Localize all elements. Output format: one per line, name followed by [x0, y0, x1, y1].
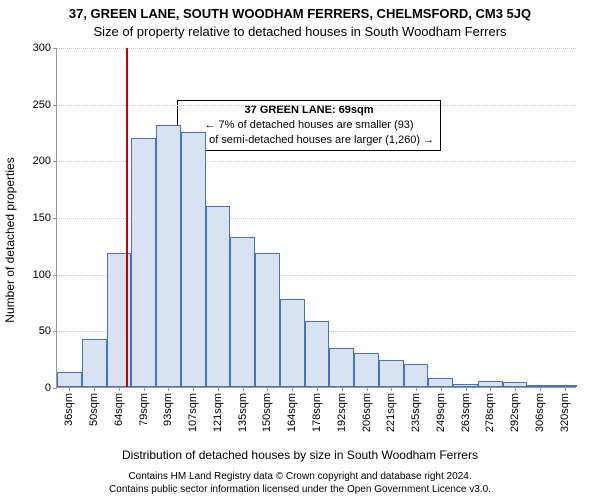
histogram-bar: [181, 132, 206, 387]
annotation-line-3: 93% of semi-detached houses are larger (…: [184, 133, 434, 148]
y-tick-mark: [53, 105, 57, 106]
x-tick-label: 249sqm: [435, 393, 447, 432]
histogram-bar: [379, 360, 404, 387]
plot-area: 37 GREEN LANE: 69sqm ← 7% of detached ho…: [56, 48, 576, 388]
x-tick-label: 107sqm: [187, 393, 199, 432]
histogram-bar: [131, 138, 156, 387]
x-tick-mark: [565, 387, 566, 391]
y-tick-mark: [53, 331, 57, 332]
histogram-bar: [305, 321, 330, 387]
y-tick-label: 250: [33, 99, 51, 111]
footer-line-1: Contains HM Land Registry data © Crown c…: [0, 471, 600, 484]
histogram-bar: [329, 348, 354, 387]
x-axis-label: Distribution of detached houses by size …: [0, 448, 600, 462]
y-tick-label: 150: [33, 212, 51, 224]
y-tick-label: 200: [33, 155, 51, 167]
histogram-bar: [156, 125, 181, 387]
x-tick-label: 164sqm: [286, 393, 298, 432]
y-tick-label: 100: [33, 269, 51, 281]
x-tick-label: 306sqm: [534, 393, 546, 432]
histogram-bar: [230, 237, 255, 387]
y-tick-label: 0: [45, 382, 51, 394]
x-tick-label: 320sqm: [559, 393, 571, 432]
x-tick-label: 292sqm: [509, 393, 521, 432]
x-tick-label: 150sqm: [261, 393, 273, 432]
histogram-bar: [82, 339, 107, 387]
y-tick-mark: [53, 275, 57, 276]
footer-attribution: Contains HM Land Registry data © Crown c…: [0, 471, 600, 496]
x-tick-mark: [490, 387, 491, 391]
annotation-box: 37 GREEN LANE: 69sqm ← 7% of detached ho…: [177, 100, 441, 151]
footer-line-2: Contains public sector information licen…: [0, 484, 600, 497]
y-tick-mark: [53, 218, 57, 219]
x-tick-label: 64sqm: [113, 393, 125, 426]
x-tick-mark: [292, 387, 293, 391]
x-tick-mark: [515, 387, 516, 391]
x-tick-mark: [267, 387, 268, 391]
histogram-bar: [428, 378, 453, 387]
x-tick-label: 135sqm: [237, 393, 249, 432]
y-axis-label: Number of detached properties: [3, 157, 17, 322]
x-tick-label: 192sqm: [336, 393, 348, 432]
x-tick-label: 50sqm: [88, 393, 100, 426]
chart-subtitle: Size of property relative to detached ho…: [0, 24, 600, 39]
histogram-bar: [57, 372, 82, 387]
x-tick-label: 178sqm: [311, 393, 323, 432]
x-tick-label: 235sqm: [410, 393, 422, 432]
x-tick-mark: [218, 387, 219, 391]
x-tick-mark: [193, 387, 194, 391]
x-tick-mark: [416, 387, 417, 391]
x-tick-mark: [144, 387, 145, 391]
x-tick-label: 36sqm: [63, 393, 75, 426]
x-tick-mark: [391, 387, 392, 391]
histogram-bar: [280, 299, 305, 387]
grid-line: [57, 48, 576, 49]
histogram-bar: [404, 364, 429, 387]
x-tick-mark: [243, 387, 244, 391]
x-tick-label: 278sqm: [484, 393, 496, 432]
x-tick-mark: [342, 387, 343, 391]
x-tick-mark: [168, 387, 169, 391]
x-tick-mark: [540, 387, 541, 391]
x-tick-label: 263sqm: [460, 393, 472, 432]
y-tick-mark: [53, 388, 57, 389]
y-tick-label: 300: [33, 42, 51, 54]
histogram-bar: [354, 353, 379, 387]
histogram-bar: [206, 206, 231, 387]
x-tick-label: 93sqm: [162, 393, 174, 426]
x-tick-mark: [69, 387, 70, 391]
y-tick-mark: [53, 161, 57, 162]
chart-frame: 37, GREEN LANE, SOUTH WOODHAM FERRERS, C…: [0, 0, 600, 500]
x-tick-label: 221sqm: [385, 393, 397, 432]
x-tick-mark: [94, 387, 95, 391]
y-tick-mark: [53, 48, 57, 49]
x-tick-mark: [119, 387, 120, 391]
x-tick-label: 121sqm: [212, 393, 224, 432]
x-tick-mark: [367, 387, 368, 391]
page-title: 37, GREEN LANE, SOUTH WOODHAM FERRERS, C…: [0, 6, 600, 21]
histogram-bar: [255, 253, 280, 387]
grid-line: [57, 105, 576, 106]
x-tick-mark: [466, 387, 467, 391]
x-tick-label: 206sqm: [361, 393, 373, 432]
x-tick-mark: [441, 387, 442, 391]
annotation-line-2: ← 7% of detached houses are smaller (93): [184, 118, 434, 133]
y-tick-label: 50: [39, 325, 51, 337]
reference-line: [126, 48, 128, 387]
x-tick-label: 79sqm: [138, 393, 150, 426]
x-tick-mark: [317, 387, 318, 391]
